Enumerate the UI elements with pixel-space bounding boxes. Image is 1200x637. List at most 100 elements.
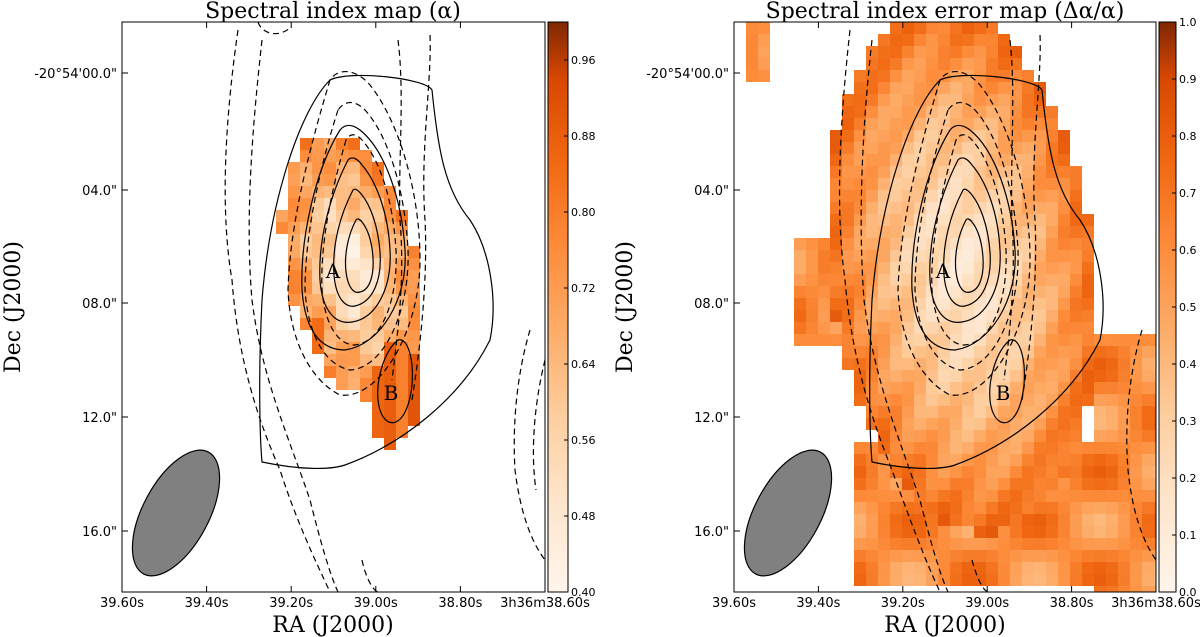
heatmap-cell (866, 526, 878, 538)
heatmap-cell (818, 298, 830, 310)
heatmap-cell (1082, 526, 1094, 538)
heatmap-cell (1058, 538, 1070, 550)
heatmap-cell (878, 94, 890, 106)
heatmap-cell (866, 478, 878, 490)
heatmap-cell (1022, 178, 1034, 190)
heatmap-cell (1058, 238, 1070, 250)
heatmap-cell (1022, 226, 1034, 238)
heatmap-cell (1058, 514, 1070, 526)
heatmap-cell (866, 130, 878, 142)
dashed-contour (411, 34, 431, 401)
colorbar-tick-label: 0.3 (1179, 415, 1197, 428)
dashed-contour (860, 39, 949, 592)
heatmap-cell (974, 286, 986, 298)
heatmap-cell (1118, 526, 1130, 538)
heatmap-cell (1046, 454, 1058, 466)
heatmap-cell (372, 258, 384, 270)
heatmap-cell (1022, 82, 1034, 94)
heatmap-cell (950, 406, 962, 418)
heatmap-cell (1022, 454, 1034, 466)
heatmap-cell (974, 238, 986, 250)
heatmap-cell (372, 306, 384, 318)
heatmap-cell (914, 442, 926, 454)
heatmap-cell (830, 130, 842, 142)
heatmap-cell (1106, 418, 1118, 430)
heatmap-cell (1082, 514, 1094, 526)
heatmap-cell (1058, 226, 1070, 238)
heatmap-cell (842, 154, 854, 166)
heatmap-cell (1010, 514, 1022, 526)
heatmap-cell (1058, 550, 1070, 562)
heatmap-cell (300, 270, 312, 282)
heatmap-cell (312, 306, 324, 318)
heatmap-cell (926, 418, 938, 430)
heatmap-cell (794, 334, 806, 346)
heatmap-cell (842, 226, 854, 238)
heatmap-cell (758, 70, 770, 82)
heatmap-cell (1010, 442, 1022, 454)
y-tick-label: 04.0" (82, 184, 117, 199)
heatmap-cell (974, 82, 986, 94)
heatmap-cell (1010, 346, 1022, 358)
heatmap-cell (1142, 574, 1154, 586)
heatmap-cell (902, 394, 914, 406)
heatmap-cell (1034, 406, 1046, 418)
heatmap-cell (806, 238, 818, 250)
heatmap-cell (950, 442, 962, 454)
heatmap-cell (1010, 106, 1022, 118)
heatmap-cell (1130, 514, 1142, 526)
heatmap-cell (1094, 370, 1106, 382)
heatmap-cell (324, 330, 336, 342)
heatmap-cell (1034, 466, 1046, 478)
heatmap-cell (842, 214, 854, 226)
heatmap-cell (1130, 574, 1142, 586)
heatmap-cell (974, 442, 986, 454)
heatmap-cell (938, 394, 950, 406)
heatmap-cell (866, 574, 878, 586)
heatmap-cell (1154, 334, 1156, 346)
heatmap-cell (962, 106, 974, 118)
heatmap-cell (938, 286, 950, 298)
heatmap-cell (974, 514, 986, 526)
heatmap-cell (878, 142, 890, 154)
heatmap-cell (1058, 166, 1070, 178)
heatmap-cell (902, 70, 914, 82)
heatmap-cell (986, 178, 998, 190)
heatmap-cell (818, 250, 830, 262)
heatmap-cell (288, 282, 300, 294)
heatmap-cell (854, 214, 866, 226)
heatmap-cell (986, 550, 998, 562)
dashed-contour (224, 29, 331, 592)
heatmap-cell (962, 250, 974, 262)
heatmap-cell (926, 298, 938, 310)
heatmap-cell (1118, 430, 1130, 442)
heatmap-cell (1070, 334, 1082, 346)
solid-contour (869, 74, 1104, 470)
heatmap-cell (962, 430, 974, 442)
heatmap-cell (974, 298, 986, 310)
heatmap-cell (1022, 562, 1034, 574)
heatmap-cell (950, 370, 962, 382)
heatmap-cell (926, 130, 938, 142)
heatmap-cell (998, 34, 1010, 46)
heatmap-cell (1034, 238, 1046, 250)
heatmap-cell (854, 202, 866, 214)
heatmap-cell (1154, 454, 1156, 466)
heatmap-cell (902, 154, 914, 166)
heatmap-cell (890, 478, 902, 490)
heatmap-cell (1094, 346, 1106, 358)
heatmap-cell (1058, 286, 1070, 298)
heatmap-cell (1118, 478, 1130, 490)
heatmap-cell (396, 330, 408, 342)
heatmap-cell (1022, 346, 1034, 358)
heatmap-cell (384, 426, 396, 438)
heatmap-cell (854, 310, 866, 322)
heatmap-cell (396, 342, 408, 354)
heatmap-cell (998, 550, 1010, 562)
heatmap-cell (324, 222, 336, 234)
heatmap-cell (986, 394, 998, 406)
heatmap-cell (890, 346, 902, 358)
heatmap-cell (1142, 406, 1154, 418)
heatmap-cell (1142, 454, 1154, 466)
heatmap-cell (1058, 430, 1070, 442)
